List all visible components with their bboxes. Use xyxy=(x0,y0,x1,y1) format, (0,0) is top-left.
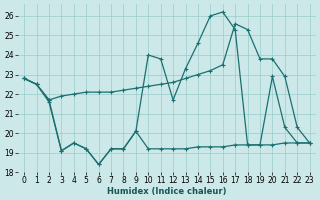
X-axis label: Humidex (Indice chaleur): Humidex (Indice chaleur) xyxy=(107,187,227,196)
